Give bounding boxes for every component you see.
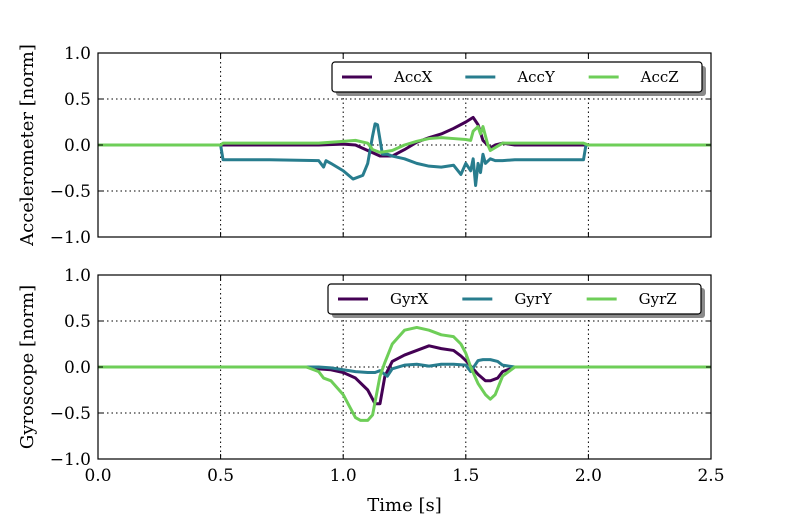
- y-axis-label: Accelerometer [norm]: [17, 44, 38, 247]
- y-tick-label: 1.0: [64, 44, 91, 64]
- y-tick-label: 0.0: [64, 358, 91, 378]
- legend-label-gyrz: GyrZ: [639, 290, 677, 308]
- x-axis-label: Time [s]: [367, 495, 442, 516]
- chart-gyr: 0.0 0.5 1.0 1.5 2.0 2.5 −1.0 −0.5 0.0 0.5 1.0 Gyros…: [17, 266, 725, 516]
- series-line-accy: [98, 122, 711, 187]
- y-tick-label: −0.5: [50, 182, 91, 202]
- legend-label-gyry: GyrY: [514, 290, 553, 308]
- y-tick-label: 0.5: [64, 312, 91, 332]
- legend-label-gyrx: GyrX: [390, 290, 429, 308]
- legend-label-accy: AccY: [516, 68, 556, 86]
- x-tick-label: 1.0: [330, 466, 357, 486]
- chart-acc: −1.0 −0.5 0.0 0.5 1.0 Accelerometer [norm] Acc…: [17, 44, 712, 248]
- series-group: [98, 325, 711, 422]
- legend: GyrX GyrY GyrZ: [327, 283, 705, 318]
- x-tick-label: 1.5: [452, 466, 479, 486]
- y-tick-label: −0.5: [50, 404, 91, 424]
- series-line-gyrz: [98, 325, 711, 422]
- y-axis-label: Gyroscope [norm]: [17, 285, 38, 449]
- legend: AccX AccY AccZ: [331, 61, 706, 96]
- legend-label-accx: AccX: [393, 68, 433, 86]
- legend-box: [327, 283, 702, 315]
- x-tick-label: 0.0: [84, 466, 111, 486]
- y-tick-label: 0.0: [64, 136, 91, 156]
- series-group: [98, 115, 711, 187]
- legend-label-accz: AccZ: [640, 68, 679, 86]
- y-tick-label: −1.0: [50, 450, 91, 470]
- series-line-accz: [98, 125, 711, 154]
- x-tick-label: 0.5: [207, 466, 234, 486]
- x-tick-label: 2.0: [575, 466, 602, 486]
- legend-box: [331, 61, 703, 93]
- y-tick-label: −1.0: [50, 228, 91, 248]
- series-line-accx: [98, 115, 711, 158]
- y-tick-label: 0.5: [64, 90, 91, 110]
- series-line-gyrx: [98, 344, 711, 406]
- y-tick-label: 1.0: [64, 266, 91, 286]
- series-line-gyry: [98, 358, 711, 378]
- x-tick-label: 2.5: [697, 466, 724, 486]
